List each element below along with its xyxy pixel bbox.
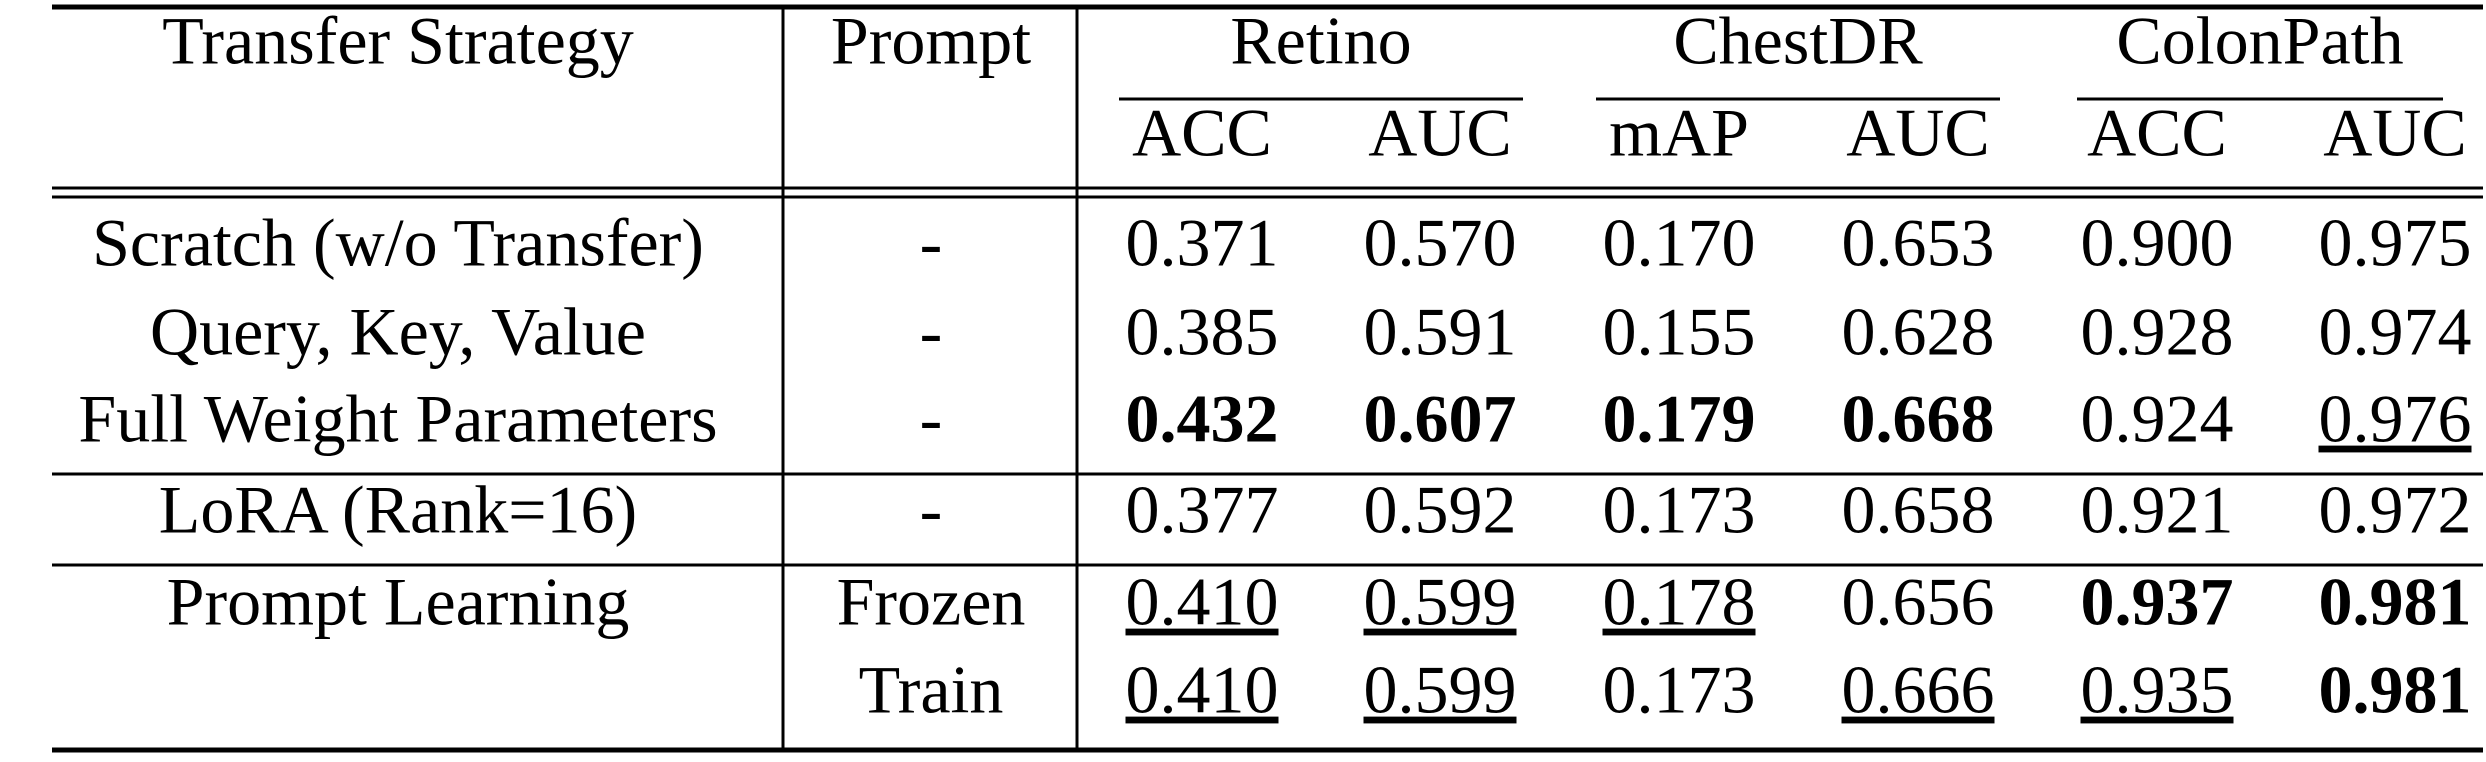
prompt-cell: - <box>920 472 943 548</box>
value-cell: 0.570 <box>1364 205 1517 281</box>
value-cell: 0.666 <box>1842 652 1995 728</box>
strategy-cell: Query, Key, Value <box>150 294 646 370</box>
prompt-cell: - <box>920 294 943 370</box>
value-cell: 0.937 <box>2081 564 2234 640</box>
metric-header: mAP <box>1609 95 1749 171</box>
value-cell: 0.656 <box>1842 564 1995 640</box>
value-cell: 0.371 <box>1126 205 1279 281</box>
value-cell: 0.935 <box>2081 652 2234 728</box>
value-cell: 0.155 <box>1603 294 1756 370</box>
group-header: ChestDR <box>1673 3 1923 79</box>
value-cell: 0.975 <box>2319 205 2472 281</box>
column-header: Prompt <box>831 3 1031 79</box>
strategy-cell: Full Weight Parameters <box>78 381 717 457</box>
value-cell: 0.432 <box>1126 381 1279 457</box>
value-cell: 0.377 <box>1126 472 1279 548</box>
value-cell: 0.658 <box>1842 472 1995 548</box>
metric-header: AUC <box>2323 95 2467 171</box>
metric-header: AUC <box>1846 95 1990 171</box>
prompt-cell: Train <box>859 652 1004 728</box>
value-cell: 0.607 <box>1364 381 1517 457</box>
value-cell: 0.981 <box>2319 652 2472 728</box>
group-header: Retino <box>1230 3 1411 79</box>
metric-header: ACC <box>1132 95 1272 171</box>
prompt-cell: - <box>920 205 943 281</box>
value-cell: 0.599 <box>1364 652 1517 728</box>
metric-header: ACC <box>2087 95 2227 171</box>
group-header: ColonPath <box>2116 3 2403 79</box>
value-cell: 0.974 <box>2319 294 2472 370</box>
strategy-cell: Scratch (w/o Transfer) <box>92 205 704 281</box>
value-cell: 0.410 <box>1126 652 1279 728</box>
prompt-cell: Frozen <box>837 564 1026 640</box>
value-cell: 0.173 <box>1603 652 1756 728</box>
strategy-cell: LoRA (Rank=16) <box>159 472 637 548</box>
value-cell: 0.173 <box>1603 472 1756 548</box>
prompt-cell: - <box>920 381 943 457</box>
value-cell: 0.385 <box>1126 294 1279 370</box>
value-cell: 0.653 <box>1842 205 1995 281</box>
value-cell: 0.592 <box>1364 472 1517 548</box>
value-cell: 0.179 <box>1603 381 1756 457</box>
value-cell: 0.924 <box>2081 381 2234 457</box>
value-cell: 0.410 <box>1126 564 1279 640</box>
value-cell: 0.928 <box>2081 294 2234 370</box>
value-cell: 0.900 <box>2081 205 2234 281</box>
value-cell: 0.976 <box>2319 381 2472 457</box>
value-cell: 0.599 <box>1364 564 1517 640</box>
metric-header: AUC <box>1368 95 1512 171</box>
value-cell: 0.972 <box>2319 472 2472 548</box>
value-cell: 0.668 <box>1842 381 1995 457</box>
value-cell: 0.170 <box>1603 205 1756 281</box>
value-cell: 0.628 <box>1842 294 1995 370</box>
strategy-cell: Prompt Learning <box>167 564 630 640</box>
value-cell: 0.178 <box>1603 564 1756 640</box>
value-cell: 0.921 <box>2081 472 2234 548</box>
value-cell: 0.591 <box>1364 294 1517 370</box>
column-header: Transfer Strategy <box>162 3 634 79</box>
value-cell: 0.981 <box>2319 564 2472 640</box>
